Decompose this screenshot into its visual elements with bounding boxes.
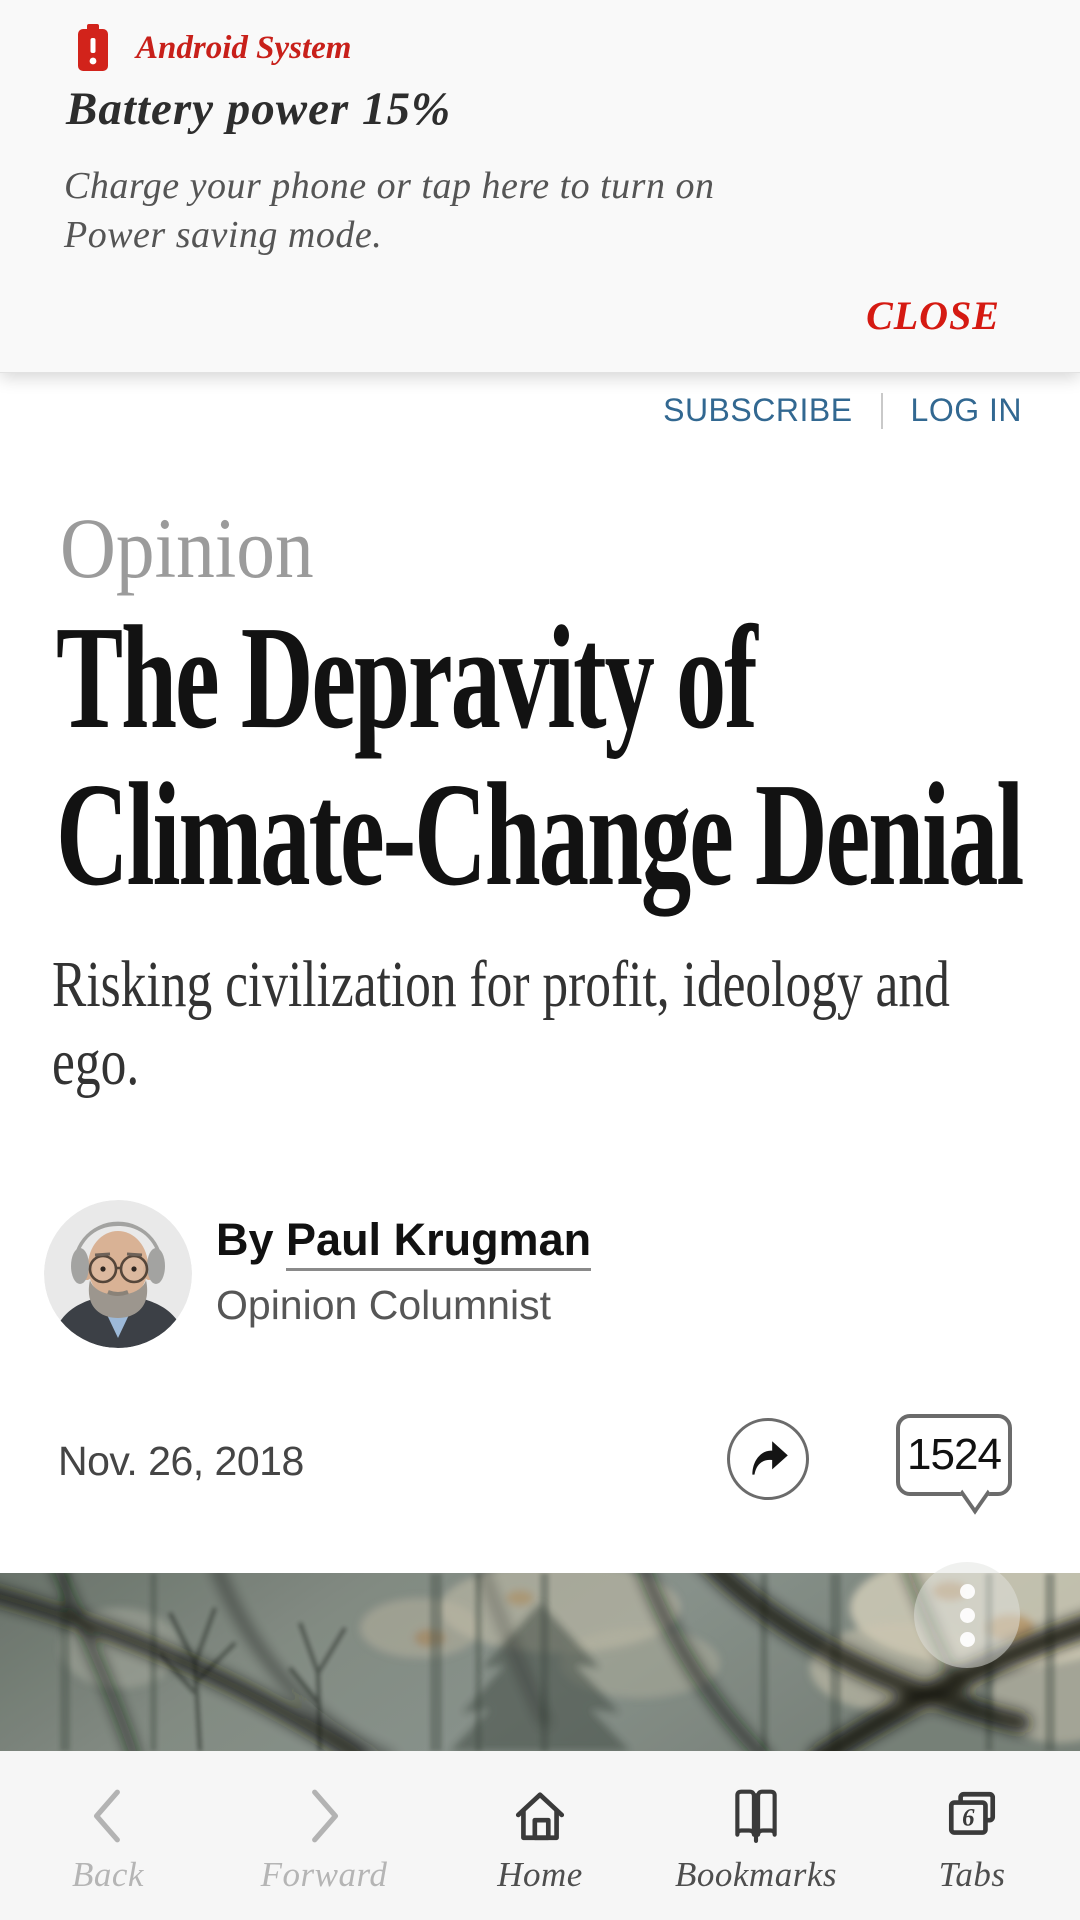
nav-bookmarks-button[interactable]: Bookmarks — [648, 1777, 864, 1895]
battery-alert-icon — [78, 24, 108, 71]
close-button[interactable]: CLOSE — [858, 288, 1008, 343]
site-header-links: SUBSCRIBE LOG IN — [663, 392, 1022, 429]
comment-count: 1524 — [907, 1430, 1002, 1479]
comments-button[interactable]: 1524 — [896, 1414, 1012, 1515]
author-role: Opinion Columnist — [216, 1282, 551, 1328]
nav-tabs-button[interactable]: 6 Tabs — [864, 1777, 1080, 1895]
tab-count-badge: 6 — [962, 1804, 975, 1831]
paul-krugman-photo — [44, 1200, 192, 1348]
nav-home-button[interactable]: Home — [432, 1777, 648, 1895]
battery-notification[interactable]: Android System Battery power 15% Charge … — [0, 0, 1080, 373]
notification-header: Android System — [76, 24, 351, 72]
share-button[interactable] — [727, 1418, 809, 1500]
chevron-right-icon — [303, 1783, 345, 1845]
author-avatar — [44, 1200, 192, 1348]
more-options-button[interactable] — [914, 1562, 1020, 1668]
byline: By Paul Krugman — [216, 1214, 592, 1271]
article-subtitle: Risking civilization for profit, ideolog… — [52, 948, 950, 1099]
home-icon — [511, 1783, 569, 1845]
more-options-dots-icon — [959, 1583, 975, 1599]
author-link[interactable]: Paul Krugman — [286, 1214, 592, 1271]
browser-bottom-nav: Back Forward Home — [0, 1751, 1080, 1920]
article-headline: The Depravity of Climate-Change Denial — [56, 596, 1024, 917]
publish-date: Nov. 26, 2018 — [58, 1438, 304, 1484]
subscribe-link[interactable]: SUBSCRIBE — [663, 392, 853, 428]
notification-body: Charge your phone or tap here to turn on… — [64, 165, 715, 257]
bookmarks-icon — [727, 1783, 785, 1845]
section-label: Opinion — [60, 500, 314, 596]
notification-title: Battery power 15% — [66, 83, 452, 135]
nav-back-button[interactable]: Back — [0, 1777, 216, 1895]
tabs-icon: 6 — [943, 1783, 1001, 1845]
header-divider — [880, 392, 883, 429]
foggy-forest-photo — [0, 1573, 1080, 1751]
chevron-left-icon — [87, 1783, 129, 1845]
byline-prefix: By — [216, 1214, 287, 1265]
notification-app-name: Android System — [136, 29, 352, 66]
nav-forward-button[interactable]: Forward — [216, 1777, 432, 1895]
login-link[interactable]: LOG IN — [910, 392, 1022, 428]
share-arrow-icon — [752, 1441, 788, 1475]
